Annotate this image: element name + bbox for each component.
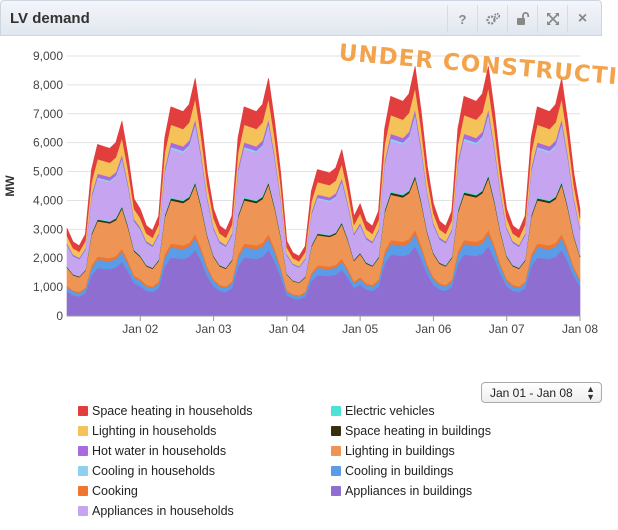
y-tick-label: 5,000	[33, 165, 63, 179]
legend-label: Cooling in households	[92, 464, 216, 478]
y-tick-label: 9,000	[33, 49, 63, 63]
legend-label: Appliances in buildings	[345, 484, 473, 498]
y-axis-label: MW	[3, 175, 17, 197]
y-tick-label: 0	[56, 309, 63, 323]
x-tick-label: Jan 04	[269, 322, 305, 336]
unlock-icon	[516, 12, 529, 25]
legend-swatch	[78, 466, 88, 476]
select-arrows-icon: ▲ ▼	[586, 384, 595, 402]
legend-label: Lighting in households	[92, 424, 217, 438]
settings-button[interactable]	[477, 5, 507, 33]
x-tick-label: Jan 03	[196, 322, 232, 336]
legend-swatch	[78, 406, 88, 416]
date-range-value: Jan 01 - Jan 08	[490, 386, 573, 400]
legend-label: Cooking	[92, 484, 138, 498]
legend-label: Electric vehicles	[345, 404, 435, 418]
legend-swatch	[331, 446, 341, 456]
y-tick-label: 2,000	[33, 251, 63, 265]
unlock-button[interactable]	[507, 5, 537, 33]
legend-swatch	[331, 486, 341, 496]
legend-swatch	[331, 426, 341, 436]
y-tick-label: 7,000	[33, 107, 63, 121]
x-tick-label: Jan 07	[489, 322, 525, 336]
y-tick-label: 8,000	[33, 78, 63, 92]
x-tick-label: Jan 08	[562, 322, 598, 336]
panel-toolbar: ? ×	[447, 5, 597, 33]
panel-title: LV demand	[10, 10, 90, 27]
legend-swatch	[78, 446, 88, 456]
close-icon: ×	[577, 10, 588, 27]
legend-swatch	[78, 426, 88, 436]
legend-swatch	[78, 506, 88, 516]
expand-button[interactable]	[537, 5, 567, 33]
legend-label: Appliances in households	[92, 504, 234, 518]
help-button[interactable]: ?	[447, 5, 477, 33]
x-tick-label: Jan 02	[122, 322, 158, 336]
legend-label: Lighting in buildings	[345, 444, 455, 458]
y-tick-label: 3,000	[33, 222, 63, 236]
y-tick-label: 6,000	[33, 136, 63, 150]
x-tick-label: Jan 05	[342, 322, 378, 336]
area-series-11[interactable]	[66, 66, 581, 262]
legend-label: Hot water in households	[92, 444, 227, 458]
y-tick-label: 4,000	[33, 193, 63, 207]
legend-label: Cooling in buildings	[345, 464, 454, 478]
legend-label: Space heating in buildings	[345, 424, 491, 438]
expand-icon	[546, 13, 559, 25]
legend-swatch	[78, 486, 88, 496]
legend-label: Space heating in households	[92, 404, 253, 418]
stacked-area-chart: 0 1,000 2,000 3,000 4,000 5,000 6,000 7,000 8,00…	[3, 49, 598, 336]
close-button[interactable]: ×	[567, 5, 597, 33]
x-tick-label: Jan 06	[415, 322, 451, 336]
settings-icon	[485, 12, 500, 25]
date-range-select[interactable]: Jan 01 - Jan 08 ▲ ▼	[481, 382, 602, 403]
legend-swatch	[331, 406, 341, 416]
help-icon: ?	[458, 11, 467, 27]
panel-header: LV demand ? ×	[0, 0, 602, 36]
y-tick-label: 1,000	[33, 280, 63, 294]
legend-swatch	[331, 466, 341, 476]
